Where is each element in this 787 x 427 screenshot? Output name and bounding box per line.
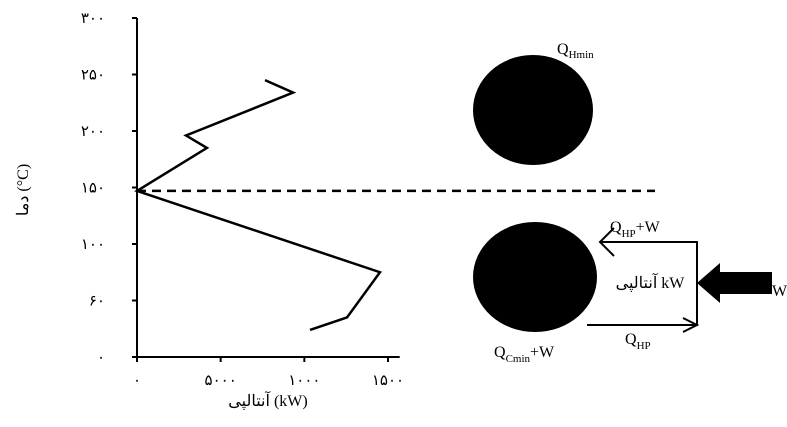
y-tick-label: ۱۵۰: [81, 181, 105, 197]
y-tick-label: ۱۰۰: [81, 237, 105, 253]
y-tick-label: ۲۰۰: [81, 124, 105, 140]
x-tick-label: ۱۰۰۰: [288, 373, 320, 389]
annotation: W: [772, 283, 787, 300]
work-arrow: [697, 263, 772, 303]
y-tick-label: ۶۰: [89, 294, 105, 310]
heat-pump-loop: [587, 241, 698, 326]
annotation: QHmin: [557, 41, 594, 61]
y-tick-label: ۳۰۰: [81, 11, 105, 27]
hot-utility-ellipse: [473, 55, 593, 165]
y-tick-label: ۲۵۰: [81, 68, 105, 84]
annotation: QHP: [625, 331, 651, 352]
x-axis-label: آنتالپی (kW): [228, 390, 307, 410]
x-tick-label: ۱۵۰۰: [372, 373, 404, 389]
x-tick-label: ۵۰۰۰: [205, 373, 237, 389]
annotation: آنتالپی kW: [616, 272, 686, 292]
arrow-head: [598, 227, 615, 257]
cold-utility-ellipse: [473, 222, 597, 332]
y-tick-label: ۰: [97, 350, 105, 366]
annotation: QCmin+W: [494, 344, 555, 365]
y-axis-label: دما (°C): [15, 164, 32, 216]
x-tick-label: ۰: [133, 373, 141, 389]
curve: [134, 79, 382, 332]
arrow-head: [682, 317, 700, 333]
annotation: QHP+W: [610, 219, 661, 240]
